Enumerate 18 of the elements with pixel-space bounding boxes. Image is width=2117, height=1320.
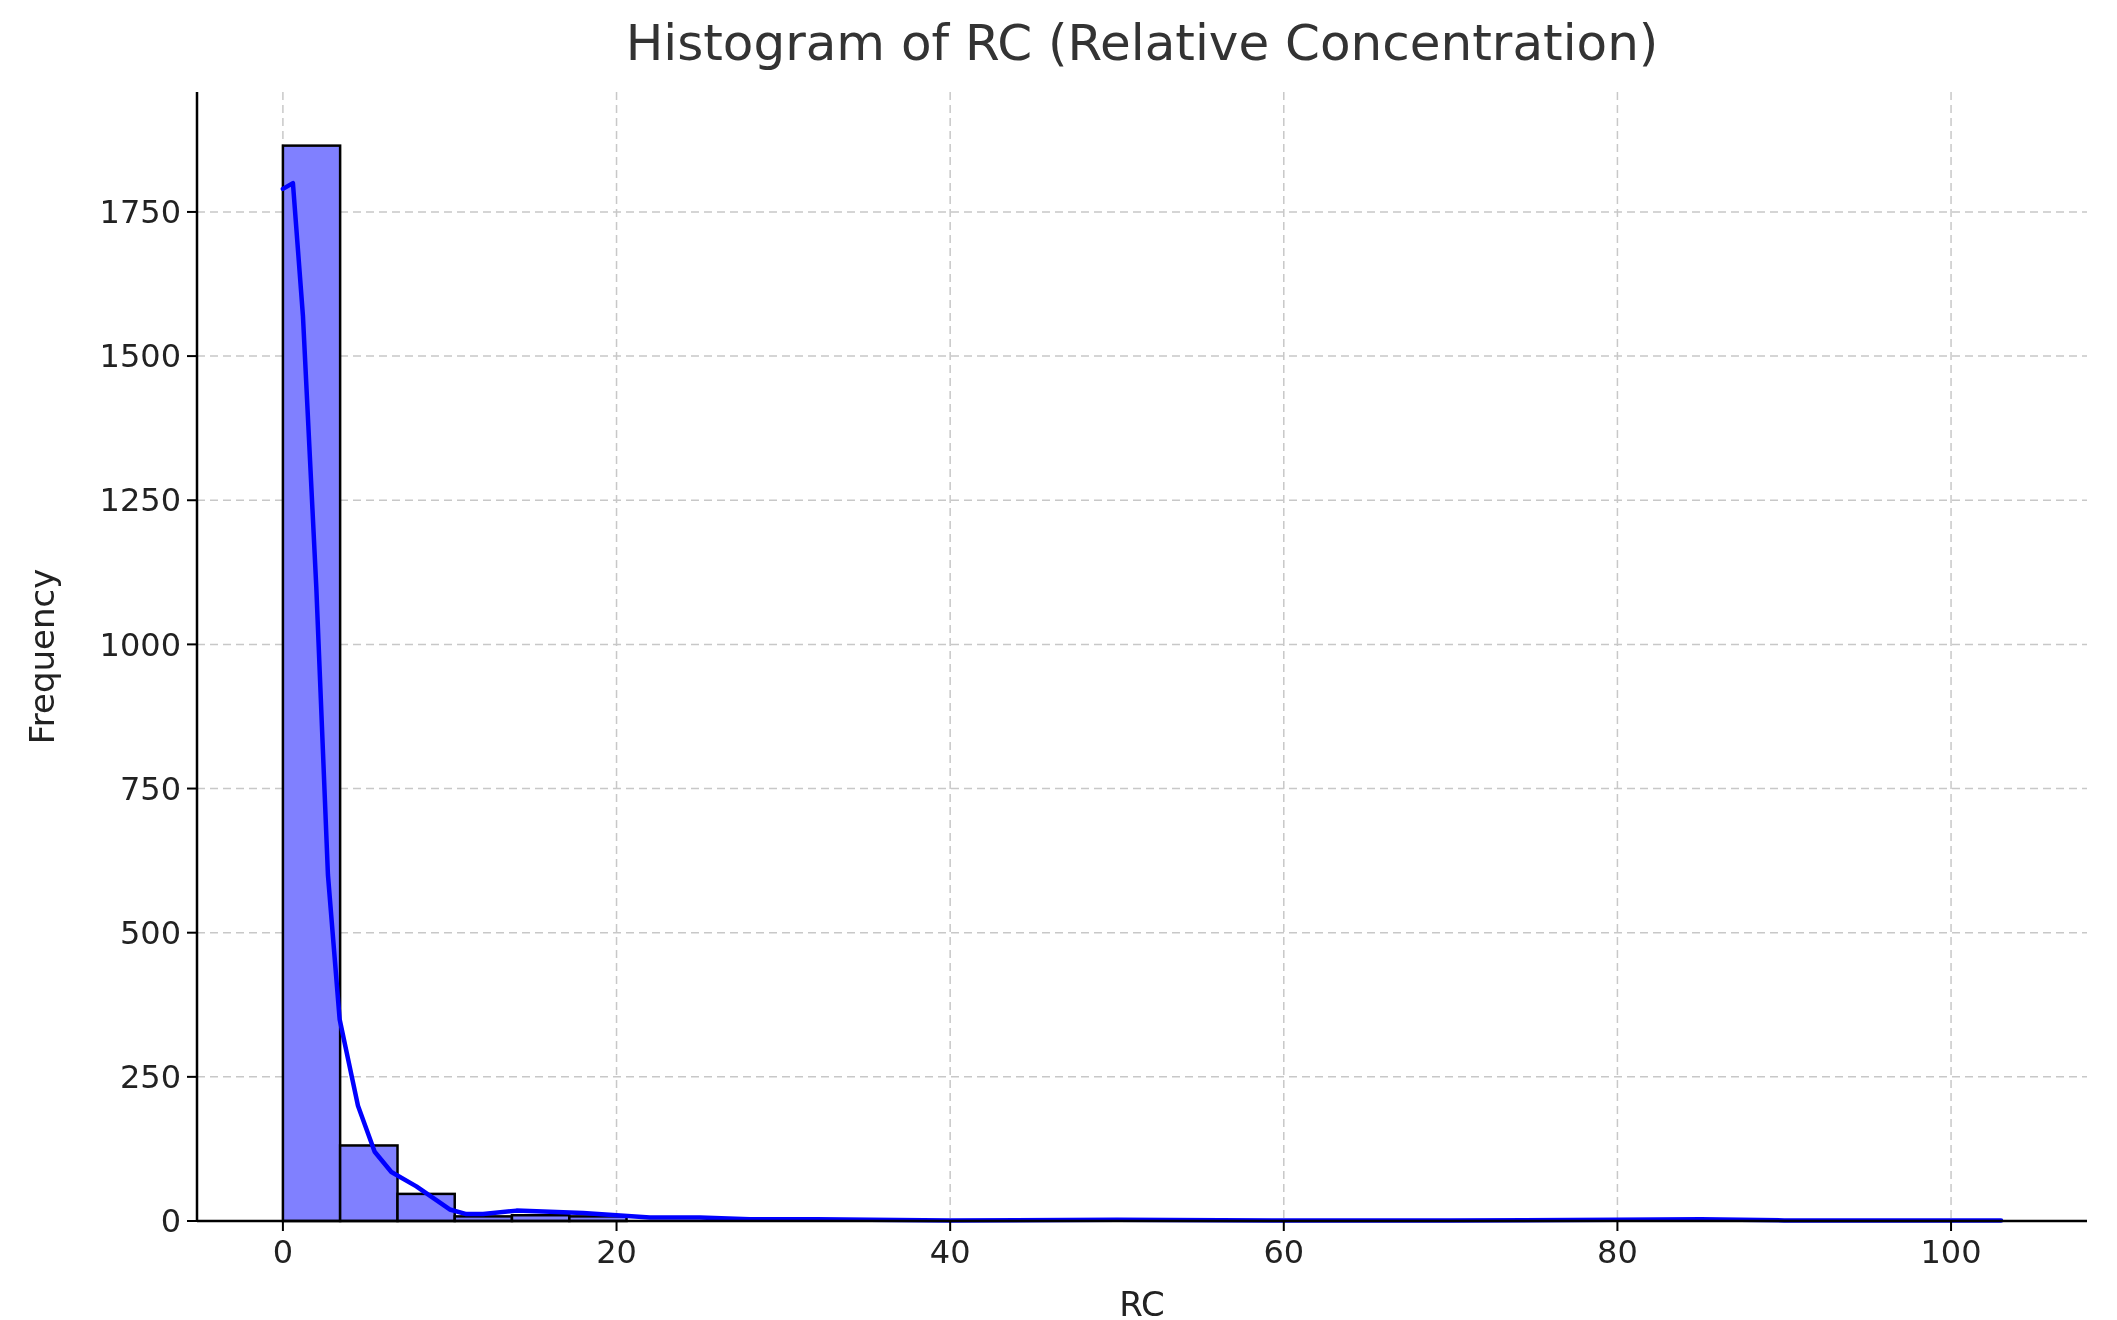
x-axis-title: RC: [1119, 1284, 1165, 1320]
y-tick-label: 1000: [99, 625, 181, 664]
x-tick-label: 20: [596, 1233, 637, 1271]
y-tick-label: 1750: [99, 193, 181, 232]
y-tick-label: 750: [119, 769, 181, 808]
x-tick-label: 100: [1920, 1233, 1982, 1271]
y-tick-label: 0: [160, 1202, 181, 1241]
y-axis-title: Frequency: [22, 568, 62, 745]
y-tick-label: 500: [119, 913, 181, 952]
line-series: [280, 180, 2004, 1223]
x-tick-label: 60: [1263, 1233, 1305, 1271]
x-tick-label: 80: [1597, 1233, 1638, 1271]
chart-title: Histogram of RC (Relative Concentration): [625, 14, 1659, 72]
y-tick-label: 1500: [99, 337, 181, 376]
x-tick-label: 40: [929, 1233, 971, 1271]
x-tick-label: 0: [272, 1233, 294, 1271]
y-tick-label: 1250: [99, 481, 181, 520]
y-tick-label: 250: [119, 1058, 181, 1097]
